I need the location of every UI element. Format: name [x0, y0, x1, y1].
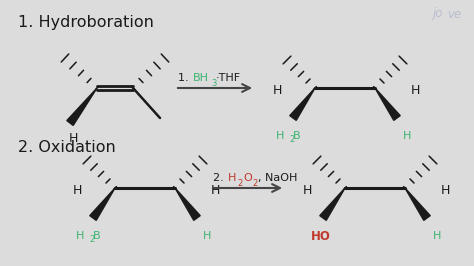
Text: , NaOH: , NaOH	[258, 173, 297, 183]
Polygon shape	[175, 188, 200, 220]
Polygon shape	[290, 88, 315, 120]
Text: ve: ve	[447, 7, 461, 20]
Text: H: H	[403, 131, 411, 141]
Text: 1.: 1.	[178, 73, 192, 83]
Text: H: H	[276, 131, 284, 141]
Polygon shape	[405, 188, 430, 220]
Text: 2: 2	[237, 178, 242, 188]
Text: ·THF: ·THF	[216, 73, 241, 83]
Text: H: H	[203, 231, 211, 241]
Polygon shape	[67, 88, 97, 126]
Text: H: H	[210, 184, 219, 197]
Text: H: H	[73, 184, 82, 197]
Text: 2.: 2.	[213, 173, 227, 183]
Text: 2: 2	[289, 135, 294, 144]
Text: B: B	[293, 131, 301, 141]
Polygon shape	[90, 188, 115, 220]
Text: 1. Hydroboration: 1. Hydroboration	[18, 15, 154, 30]
Text: H: H	[302, 184, 312, 197]
Polygon shape	[375, 88, 400, 120]
Text: O: O	[243, 173, 252, 183]
Text: B: B	[93, 231, 101, 241]
Text: H: H	[440, 184, 450, 197]
Polygon shape	[320, 188, 345, 220]
Text: 2: 2	[89, 235, 94, 244]
Text: H: H	[228, 173, 237, 183]
Text: 3: 3	[211, 78, 216, 88]
Text: H: H	[76, 231, 84, 241]
Text: H: H	[410, 84, 419, 97]
Text: H: H	[272, 84, 282, 97]
Text: H: H	[68, 131, 78, 144]
Text: HO: HO	[311, 230, 331, 243]
Text: BH: BH	[193, 73, 209, 83]
Text: H: H	[433, 231, 441, 241]
Text: 2: 2	[252, 178, 257, 188]
Text: jo: jo	[432, 7, 443, 20]
Text: 2. Oxidation: 2. Oxidation	[18, 140, 116, 156]
